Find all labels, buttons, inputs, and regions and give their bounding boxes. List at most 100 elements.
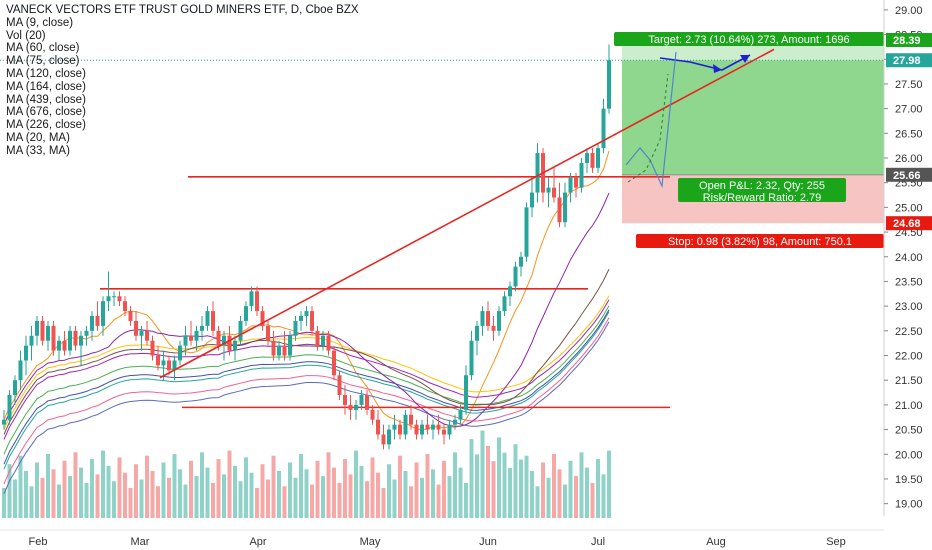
candle-body	[557, 197, 562, 223]
volume-bar	[442, 460, 446, 518]
candle-body	[535, 153, 540, 193]
volume-bar	[178, 469, 182, 518]
volume-bar	[409, 486, 413, 518]
ma-line	[3, 321, 610, 494]
volume-bar	[73, 452, 78, 518]
indicator-legend-item[interactable]: MA (226, close)	[6, 119, 86, 132]
volume-bar	[227, 450, 232, 518]
indicator-legend-item[interactable]: MA (439, close)	[6, 93, 86, 106]
volume-bar	[51, 469, 56, 518]
volume-bar	[491, 461, 496, 518]
candle-body	[513, 266, 518, 287]
candle	[310, 306, 314, 336]
volume-bar	[458, 467, 463, 518]
indicator-legend-item[interactable]: MA (9, close)	[6, 16, 74, 29]
indicator-legend-item[interactable]: MA (75, close)	[6, 55, 80, 68]
candle-body	[183, 335, 188, 346]
drawing-annotations[interactable]	[0, 48, 884, 379]
volume-bar	[260, 464, 265, 518]
pattern-path-dashed[interactable]	[627, 73, 669, 183]
candle-body	[24, 345, 28, 361]
candle-body	[414, 424, 419, 435]
candle	[35, 316, 39, 346]
price-axis-tag[interactable]: 24.68	[886, 216, 932, 231]
indicator-legend-item[interactable]: MA (20, MA)	[6, 131, 70, 144]
candle	[277, 340, 281, 361]
candle	[354, 399, 358, 420]
candle	[304, 306, 309, 326]
price-axis-tag[interactable]: 28.39	[886, 32, 932, 47]
indicator-legend-item[interactable]: MA (33, MA)	[6, 144, 70, 157]
candle-body	[458, 409, 463, 420]
time-axis[interactable]: Feb Mar Apr May Jun Jul Aug Sep	[0, 529, 884, 548]
candle-body	[519, 256, 523, 267]
pnl-label-bg	[678, 178, 846, 202]
price-tick-label: 19.00	[895, 499, 923, 511]
pattern-path[interactable]	[625, 51, 677, 189]
volume-bar	[79, 467, 83, 518]
ma-line	[3, 150, 610, 431]
candle	[442, 424, 446, 445]
indicator-legend-item[interactable]: MA (676, close)	[6, 106, 86, 119]
candle-body	[167, 360, 171, 371]
candle	[453, 414, 457, 430]
candle-body	[145, 330, 149, 341]
candle-body	[128, 311, 133, 321]
candle-body	[359, 395, 364, 405]
price-axis-tag-bg	[886, 32, 932, 47]
candle-body	[453, 419, 457, 425]
chart-title[interactable]: VANECK VECTORS ETF TRUST GOLD MINERS ETF…	[6, 4, 359, 16]
ma-line	[3, 295, 610, 430]
price-axis-tag[interactable]: 27.98	[886, 53, 932, 68]
candle	[436, 414, 441, 435]
indicator-legend-item[interactable]: MA (120, close)	[6, 67, 86, 80]
candle	[150, 335, 155, 361]
candle	[326, 330, 331, 356]
candle-body	[585, 153, 589, 163]
indicator-legend-item[interactable]: MA (164, close)	[6, 80, 86, 93]
volume-bar	[161, 462, 166, 518]
ma-line	[3, 299, 610, 440]
volume-bar	[497, 437, 501, 518]
pnl-label-text: Open P&L: 2.32, Qty: 255	[699, 180, 825, 192]
price-tick-label: 24.00	[895, 252, 923, 264]
volume-bar	[238, 481, 243, 518]
price-axis-tag[interactable]: 25.66	[886, 167, 932, 182]
indicator-legend-item[interactable]: MA (60, close)	[6, 42, 80, 55]
volume-bar	[420, 477, 424, 518]
candle-body	[150, 340, 155, 356]
volume-bar	[508, 468, 512, 518]
candle-body	[464, 375, 468, 410]
candle	[475, 320, 479, 356]
candle-body	[244, 306, 248, 321]
volume-bar	[244, 457, 248, 518]
horizontal-levels[interactable]	[100, 175, 670, 409]
candle	[117, 291, 122, 307]
trendline[interactable]	[159, 48, 775, 379]
candle	[381, 424, 386, 450]
candle	[167, 355, 171, 376]
candle	[398, 419, 402, 440]
candle	[387, 424, 391, 450]
volume-bar	[530, 471, 534, 518]
candle	[260, 306, 265, 331]
candle	[574, 172, 578, 198]
candle	[249, 286, 254, 312]
candle-body	[326, 335, 331, 351]
candle-body	[172, 360, 177, 371]
price-tick-label: 20.50	[895, 425, 923, 437]
volume-bar	[453, 452, 457, 518]
time-tick-label: Jul	[591, 536, 605, 548]
candle	[90, 311, 94, 341]
candle	[145, 320, 149, 346]
indicator-legend-item[interactable]: Vol (20)	[6, 29, 46, 42]
candle	[84, 325, 89, 346]
price-axis[interactable]: 19.00 19.50 20.00 20.50 21.00 21.50 22.00 22.50…	[883, 0, 932, 516]
volume-bar	[519, 459, 523, 518]
candle	[282, 330, 287, 361]
volume-bar	[46, 454, 50, 518]
candle	[497, 306, 501, 336]
volume-bar	[387, 464, 391, 518]
